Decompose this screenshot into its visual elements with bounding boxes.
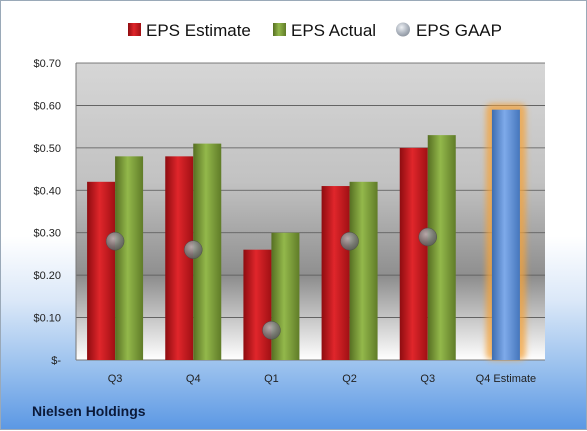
marker-eps-gaap (418, 227, 437, 247)
marker-eps-gaap (262, 321, 281, 340)
bars (87, 103, 526, 361)
y-tick-label: $- (51, 355, 61, 367)
bar-eps-actual (349, 181, 378, 360)
legend-item-gaap[interactable]: EPS GAAP (396, 21, 502, 40)
x-tick-label: Q4 Estimate (476, 373, 537, 385)
bar-eps-estimate (243, 249, 272, 360)
x-tick-label: Q2 (342, 373, 357, 385)
bar-eps-actual (427, 135, 456, 360)
legend-swatch-actual (273, 23, 286, 36)
y-tick-label: $0.20 (33, 270, 61, 282)
y-tick-label: $0.10 (33, 313, 61, 325)
plot-area (76, 63, 545, 360)
legend-item-estimate[interactable]: EPS Estimate (128, 21, 251, 40)
legend: EPS Estimate EPS Actual EPS GAAP (128, 21, 502, 40)
y-tick-label: $0.60 (33, 100, 61, 112)
bar-eps-estimate (87, 181, 116, 360)
legend-item-actual[interactable]: EPS Actual (273, 21, 376, 40)
legend-label-estimate: EPS Estimate (146, 21, 251, 40)
legend-swatch-estimate (128, 23, 141, 36)
x-axis: Q3 Q4 Q1 Q2 Q3 Q4 Estimate (108, 373, 536, 385)
legend-label-actual: EPS Actual (291, 21, 376, 40)
bar-eps-estimate (399, 147, 428, 360)
gaap-markers (105, 227, 437, 340)
bar-eps-estimate (321, 186, 350, 360)
bar-q4-estimate (491, 109, 520, 361)
y-tick-label: $0.50 (33, 143, 61, 155)
bar-eps-estimate (165, 156, 194, 360)
x-tick-label: Q1 (264, 373, 279, 385)
y-tick-label: $0.70 (33, 58, 61, 70)
x-tick-label: Q4 (186, 373, 201, 385)
y-tick-label: $0.30 (33, 228, 61, 240)
marker-eps-gaap (105, 231, 125, 251)
gridlines (76, 62, 545, 361)
x-tick-label: Q3 (420, 373, 435, 385)
legend-label-gaap: EPS GAAP (416, 21, 502, 40)
y-tick-label: $0.40 (33, 185, 61, 197)
legend-swatch-gaap (396, 22, 410, 37)
x-tick-label: Q3 (108, 373, 123, 385)
y-axis: $- $0.10 $0.20 $0.30 $0.40 $0.50 $0.60 $0.70 (33, 58, 545, 367)
bar-eps-actual (271, 232, 300, 360)
marker-eps-gaap (340, 231, 359, 251)
bar-eps-actual (115, 156, 144, 360)
marker-eps-gaap (184, 240, 203, 259)
company-name: Nielsen Holdings (32, 403, 146, 419)
